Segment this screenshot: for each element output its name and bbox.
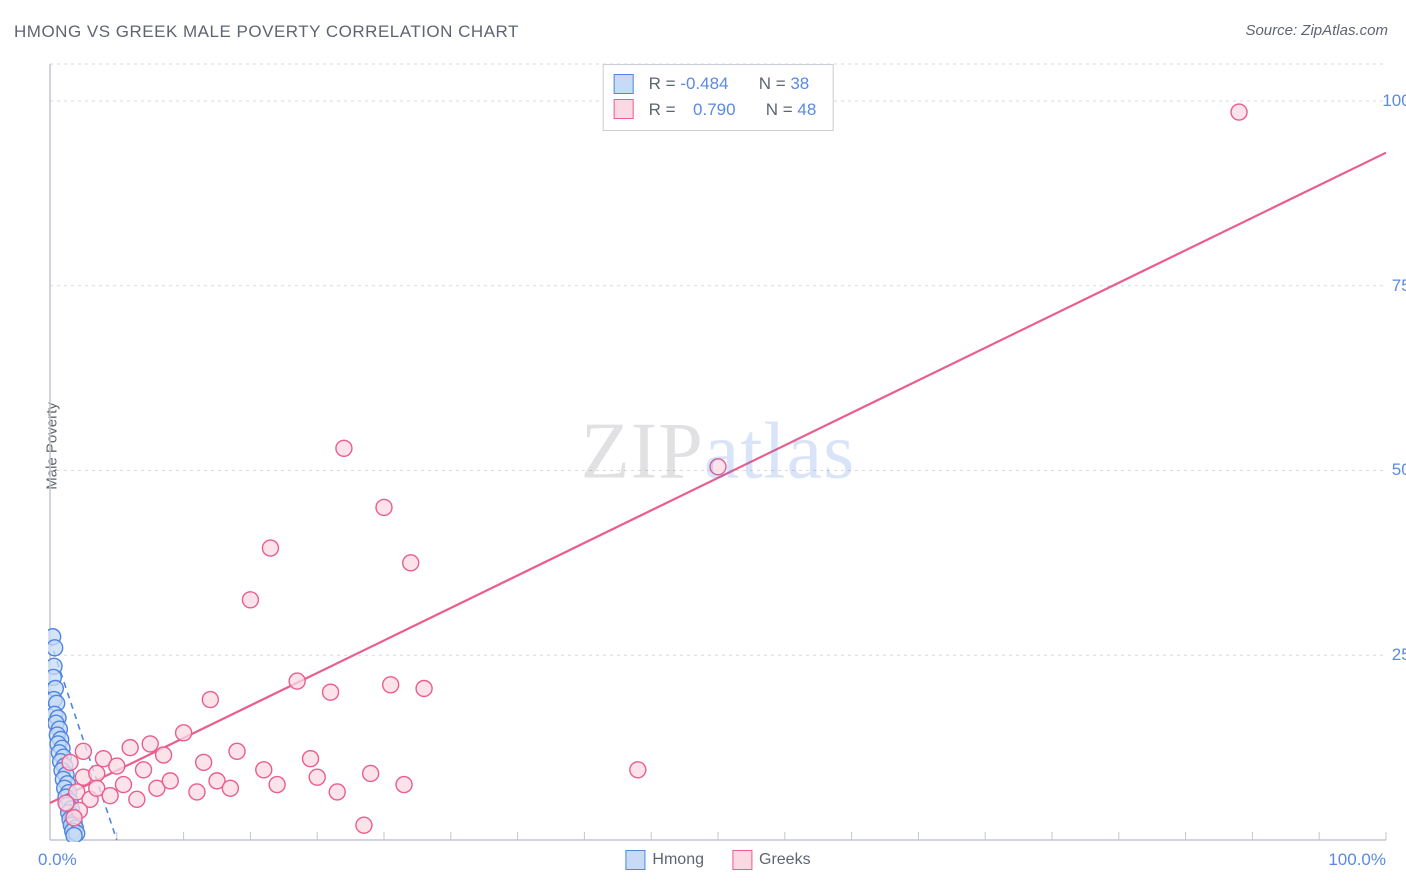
legend-swatch-greeks xyxy=(614,99,634,119)
legend-swatch-hmong-bottom xyxy=(625,850,645,870)
legend-n-label-greeks-text: N = xyxy=(766,97,798,123)
legend-n-label-hmong-text: N = xyxy=(759,71,791,97)
chart-title: HMONG VS GREEK MALE POVERTY CORRELATION … xyxy=(14,22,519,42)
legend-swatch-greeks-bottom xyxy=(732,850,752,870)
y-tick-label: 75.0% xyxy=(1392,276,1406,296)
legend-n-value-hmong: 38 xyxy=(790,71,809,97)
legend-row-hmong: R = -0.484 N = 38 xyxy=(614,71,817,97)
y-tick-label: 25.0% xyxy=(1392,645,1406,665)
legend-r-value-greeks: 0.790 xyxy=(693,97,736,123)
legend-label-hmong: Hmong xyxy=(652,851,704,868)
series-legend: Hmong Greeks xyxy=(625,850,810,870)
legend-swatch-hmong xyxy=(614,74,634,94)
source-label: Source: ZipAtlas.com xyxy=(1245,22,1388,39)
legend-item-greeks: Greeks xyxy=(732,850,811,870)
legend-label-greeks: Greeks xyxy=(759,851,811,868)
legend-r-value-hmong: -0.484 xyxy=(680,71,728,97)
legend-r-label-greeks: R = xyxy=(649,97,681,123)
plot-area: ZIPatlas R = -0.484 N = 38 R = 0.790 N =… xyxy=(48,62,1388,842)
legend-row-greeks: R = 0.790 N = 48 xyxy=(614,97,817,123)
y-tick-label: 50.0% xyxy=(1392,460,1406,480)
correlation-legend: R = -0.484 N = 38 R = 0.790 N = 48 xyxy=(603,64,834,131)
chart-svg xyxy=(48,62,1388,842)
legend-n-value-greeks: 48 xyxy=(797,97,816,123)
y-tick-label: 100.0% xyxy=(1382,91,1406,111)
legend-r-label-hmong: R = xyxy=(649,71,681,97)
x-tick-label-min: 0.0% xyxy=(38,850,77,870)
x-tick-label-max: 100.0% xyxy=(1328,850,1386,870)
legend-n-label-greeks xyxy=(744,97,758,123)
legend-item-hmong: Hmong xyxy=(625,850,704,870)
chart-container: HMONG VS GREEK MALE POVERTY CORRELATION … xyxy=(0,0,1406,892)
legend-n-label-hmong xyxy=(737,71,751,97)
